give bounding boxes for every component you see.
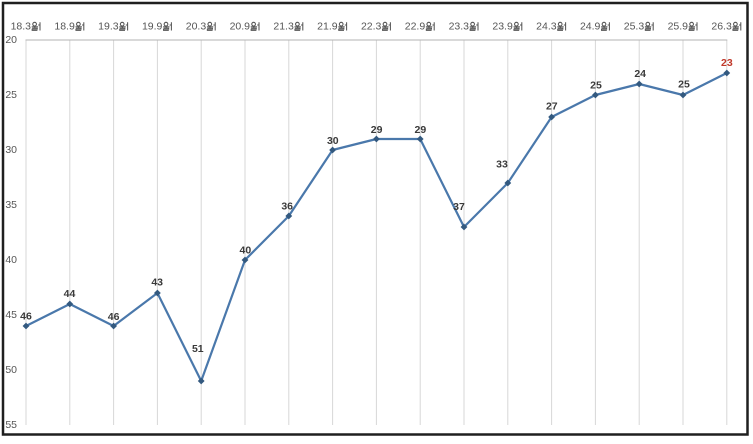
svg-text:22.3: 22.3 [361, 21, 382, 33]
svg-text:25: 25 [5, 89, 17, 101]
svg-text:25: 25 [678, 79, 690, 91]
svg-text:18.9: 18.9 [54, 21, 75, 33]
svg-text:44: 44 [64, 288, 76, 300]
svg-text:25.9: 25.9 [668, 21, 689, 33]
svg-text:29: 29 [415, 124, 427, 136]
svg-text:50: 50 [5, 364, 17, 376]
svg-text:29: 29 [371, 124, 383, 136]
svg-text:20: 20 [5, 34, 17, 46]
svg-text:23.3: 23.3 [449, 21, 470, 33]
svg-text:21.9: 21.9 [317, 21, 338, 33]
svg-text:40: 40 [5, 254, 17, 266]
svg-text:40: 40 [240, 245, 252, 257]
svg-text:24: 24 [634, 68, 646, 80]
svg-text:45: 45 [5, 309, 17, 321]
svg-text:46: 46 [108, 311, 120, 323]
svg-text:25: 25 [590, 80, 602, 92]
svg-text:26.3: 26.3 [711, 21, 732, 33]
svg-text:51: 51 [192, 343, 204, 355]
svg-text:19.3: 19.3 [98, 21, 119, 33]
svg-text:23: 23 [721, 57, 733, 69]
svg-text:30: 30 [327, 135, 339, 147]
svg-text:43: 43 [151, 277, 163, 289]
svg-text:46: 46 [20, 311, 32, 323]
svg-text:20.3: 20.3 [186, 21, 207, 33]
svg-text:30: 30 [5, 144, 17, 156]
svg-text:36: 36 [281, 201, 293, 213]
svg-text:33: 33 [496, 159, 508, 171]
svg-text:18.3: 18.3 [11, 21, 32, 33]
svg-text:24.3: 24.3 [536, 21, 557, 33]
svg-text:19.9: 19.9 [142, 21, 163, 33]
svg-text:22.9: 22.9 [405, 21, 426, 33]
svg-text:25.3: 25.3 [624, 21, 645, 33]
svg-text:20.9: 20.9 [230, 21, 251, 33]
svg-text:21.3: 21.3 [273, 21, 294, 33]
svg-text:23.9: 23.9 [492, 21, 513, 33]
svg-text:55: 55 [5, 419, 17, 431]
svg-text:37: 37 [453, 201, 465, 213]
svg-text:35: 35 [5, 199, 17, 211]
svg-text:24.9: 24.9 [580, 21, 601, 33]
svg-text:27: 27 [546, 101, 558, 113]
